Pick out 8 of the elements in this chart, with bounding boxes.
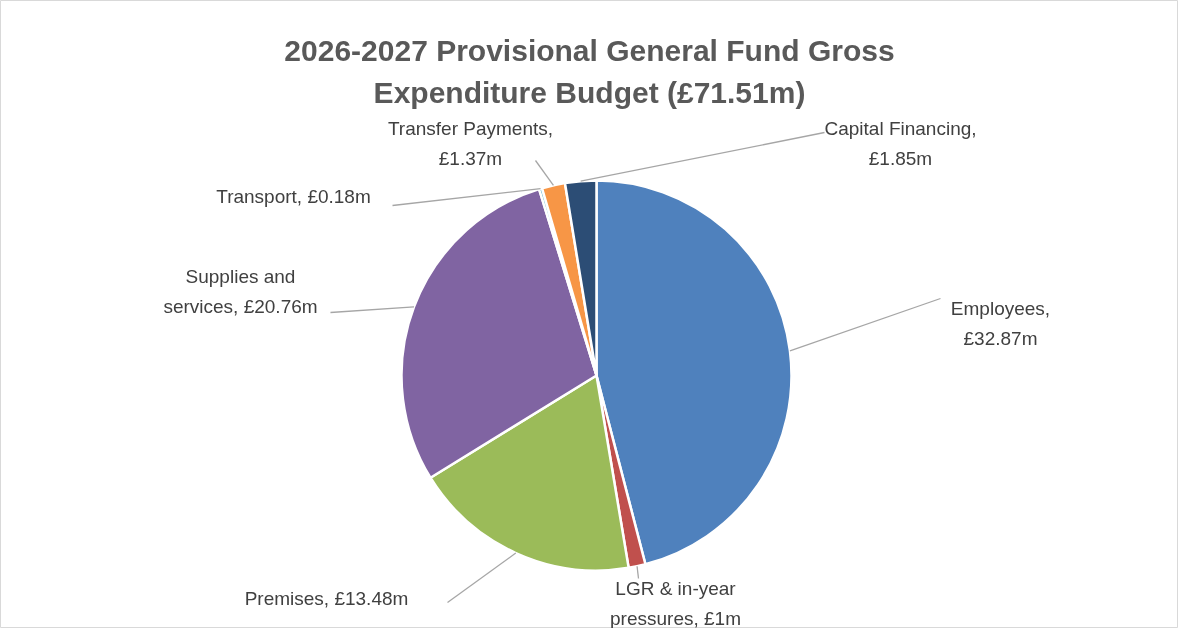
slice-label: Transfer Payments, £1.37m: [387, 118, 554, 169]
slice-label: Premises, £13.48m: [244, 588, 409, 609]
slice-label: Capital Financing, £1.85m: [824, 118, 977, 169]
chart-title: 2026-2027 Provisional General Fund Gross Expenditure Budget (£71.51m): [284, 34, 895, 109]
slice-label: Employees, £32.87m: [950, 298, 1051, 349]
slice-label: Supplies and services, £20.76m: [163, 266, 318, 317]
slice-label: Transport, £0.18m: [216, 186, 371, 207]
slice-label: LGR & in-year pressures, £1m: [610, 578, 741, 628]
